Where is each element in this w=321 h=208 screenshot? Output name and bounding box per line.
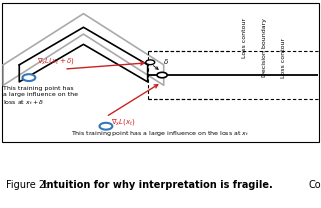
Text: Decision boundary: Decision boundary bbox=[262, 18, 267, 77]
Text: Intuition for why interpretation is fragile.: Intuition for why interpretation is frag… bbox=[43, 180, 273, 190]
Text: This training point has a large influence on the loss at $x_t$: This training point has a large influenc… bbox=[71, 129, 250, 138]
Circle shape bbox=[146, 60, 155, 65]
Circle shape bbox=[157, 72, 167, 78]
Text: Figure 2:: Figure 2: bbox=[6, 180, 52, 190]
Text: This training point has
a large influence on the
loss at $x_t + \delta$: This training point has a large influenc… bbox=[3, 86, 78, 107]
Text: $\nabla_x L(x_t + \delta)$: $\nabla_x L(x_t + \delta)$ bbox=[37, 56, 75, 66]
Circle shape bbox=[100, 123, 112, 130]
Text: Con-: Con- bbox=[308, 180, 321, 190]
Text: Loss contour: Loss contour bbox=[242, 17, 247, 58]
Circle shape bbox=[22, 74, 35, 81]
Text: $\delta$: $\delta$ bbox=[163, 57, 169, 66]
Text: Loss contour: Loss contour bbox=[281, 38, 286, 78]
Text: $\nabla_x L(x_t)$: $\nabla_x L(x_t)$ bbox=[111, 117, 136, 127]
